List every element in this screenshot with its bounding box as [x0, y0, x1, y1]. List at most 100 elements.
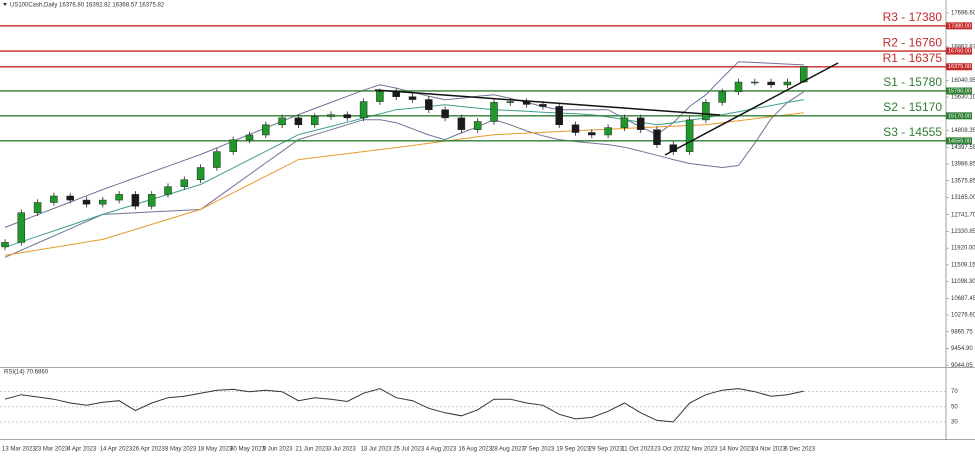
candle-body — [425, 99, 433, 110]
x-tick-label: 23 Mar 2023 — [35, 447, 69, 453]
candle-body — [245, 134, 254, 141]
marks: 9044.05 9454.90 9865.75 10276.60 10687.45 110… — [0, 10, 975, 453]
candle-body — [734, 81, 743, 93]
level-label: R3 - 17380 — [883, 10, 943, 24]
candle-body — [99, 199, 107, 205]
level-axis-box — [946, 63, 972, 71]
y-tick-label: 11509.15 — [951, 262, 975, 268]
candle-body — [359, 101, 368, 119]
candle-body — [1, 242, 9, 248]
x-tick-label: 7 Sep 2023 — [524, 447, 555, 453]
candle-body — [147, 194, 156, 207]
x-tick-label: 8 May 2023 — [165, 447, 197, 453]
y-tick-label: 9865.75 — [951, 329, 973, 335]
candle-body — [50, 195, 58, 203]
candle-body — [327, 114, 335, 117]
level-axis-label: 16375.00 — [948, 64, 971, 70]
y-tick-label: 12741.70 — [951, 212, 975, 218]
candle-body — [441, 109, 449, 119]
candle-body — [685, 119, 694, 152]
y-tick-label: 16040.95 — [951, 78, 975, 84]
candle-body — [490, 102, 498, 122]
candle-body — [473, 121, 482, 130]
x-tick-label: 29 Sep 2023 — [589, 447, 624, 453]
candle-body — [343, 114, 352, 119]
x-tick-label: 9 Jun 2023 — [263, 447, 293, 453]
x-tick-label: 25 Jul 2023 — [393, 447, 425, 453]
y-tick-label: 9454.90 — [951, 346, 973, 352]
level-axis-label: 15170.00 — [948, 113, 971, 119]
trend-line — [374, 89, 721, 116]
y-tick-label: 10687.45 — [951, 296, 975, 302]
indicator-line — [4, 91, 804, 258]
candle-body — [310, 116, 319, 126]
candle-body — [620, 117, 629, 128]
x-tick-label: 24 Nov 2023 — [752, 447, 787, 453]
y-tick-label: 14397.55 — [951, 145, 975, 151]
x-tick-label: 14 Apr 2023 — [100, 447, 133, 453]
candle-body — [506, 101, 515, 103]
candle-body — [262, 124, 270, 136]
x-tick-label: 6 Dec 2023 — [784, 447, 815, 453]
x-tick-label: 28 Aug 2023 — [491, 447, 525, 453]
candle-body — [196, 167, 205, 180]
candle-body — [718, 91, 726, 103]
indicator-line — [4, 112, 804, 256]
trend-line — [664, 62, 839, 156]
level-label: R1 - 16375 — [883, 51, 943, 65]
level-axis-box — [946, 22, 972, 30]
x-tick-label: 2 Nov 2023 — [687, 447, 718, 453]
candle-body — [66, 195, 74, 201]
candle-body — [636, 117, 645, 130]
level-axis-box — [946, 47, 972, 55]
candle-body — [392, 91, 400, 97]
y-tick-label: 11098.30 — [951, 279, 975, 285]
x-tick-label: 4 Aug 2023 — [426, 447, 457, 453]
y-tick-label: 11920.00 — [951, 246, 975, 252]
candle-body — [131, 194, 140, 207]
candle-body — [164, 186, 172, 195]
candle-body — [278, 117, 286, 126]
candle-body — [376, 91, 384, 102]
y-tick-label: 9044.05 — [951, 363, 973, 369]
level-axis-box — [946, 137, 972, 145]
indicator-line — [4, 61, 804, 228]
x-tick-label: 19 Sep 2023 — [556, 447, 591, 453]
candle-body — [588, 132, 596, 136]
level-axis-label: 15780.00 — [948, 88, 971, 94]
menu-arrow — [3, 3, 7, 6]
candle-body — [522, 101, 531, 105]
candle-body — [457, 117, 466, 130]
y-tick-label: 13986.85 — [951, 162, 975, 168]
level-label: S3 - 14555 — [883, 125, 942, 139]
y-tick-label: 13575.85 — [951, 178, 975, 184]
candle-body — [653, 129, 661, 145]
candle-body — [408, 96, 417, 100]
y-tick-label: 10276.60 — [951, 313, 975, 319]
x-tick-label: 26 Apr 2023 — [132, 447, 165, 453]
candle-body — [115, 194, 123, 201]
candle-body — [571, 124, 580, 133]
candle-body — [33, 202, 42, 213]
y-tick-label: 12330.85 — [951, 229, 975, 235]
x-tick-label: 18 May 2023 — [198, 447, 233, 453]
candle-body — [783, 81, 792, 86]
x-tick-label: 16 Aug 2023 — [458, 447, 492, 453]
candle-body — [213, 151, 221, 168]
x-tick-label: 4 Apr 2023 — [67, 447, 97, 453]
candle-body — [751, 81, 759, 84]
level-axis-label: 17380.00 — [948, 23, 971, 29]
level-label: S2 - 15170 — [883, 100, 942, 114]
level-label: S1 - 15780 — [883, 75, 942, 89]
y-tick-label: 15630.10 — [951, 95, 975, 101]
y-tick-label: 16862.67 — [951, 44, 975, 50]
level-axis-box — [946, 112, 972, 120]
rsi-tick-label: 30 — [951, 419, 958, 425]
rsi-line — [4, 388, 804, 423]
level-label: R2 - 16760 — [883, 35, 943, 49]
y-tick-label: 14808.35 — [951, 128, 975, 134]
x-tick-label: 13 Jul 2023 — [361, 447, 393, 453]
candle-body — [767, 81, 775, 86]
x-tick-label: 30 May 2023 — [230, 447, 265, 453]
